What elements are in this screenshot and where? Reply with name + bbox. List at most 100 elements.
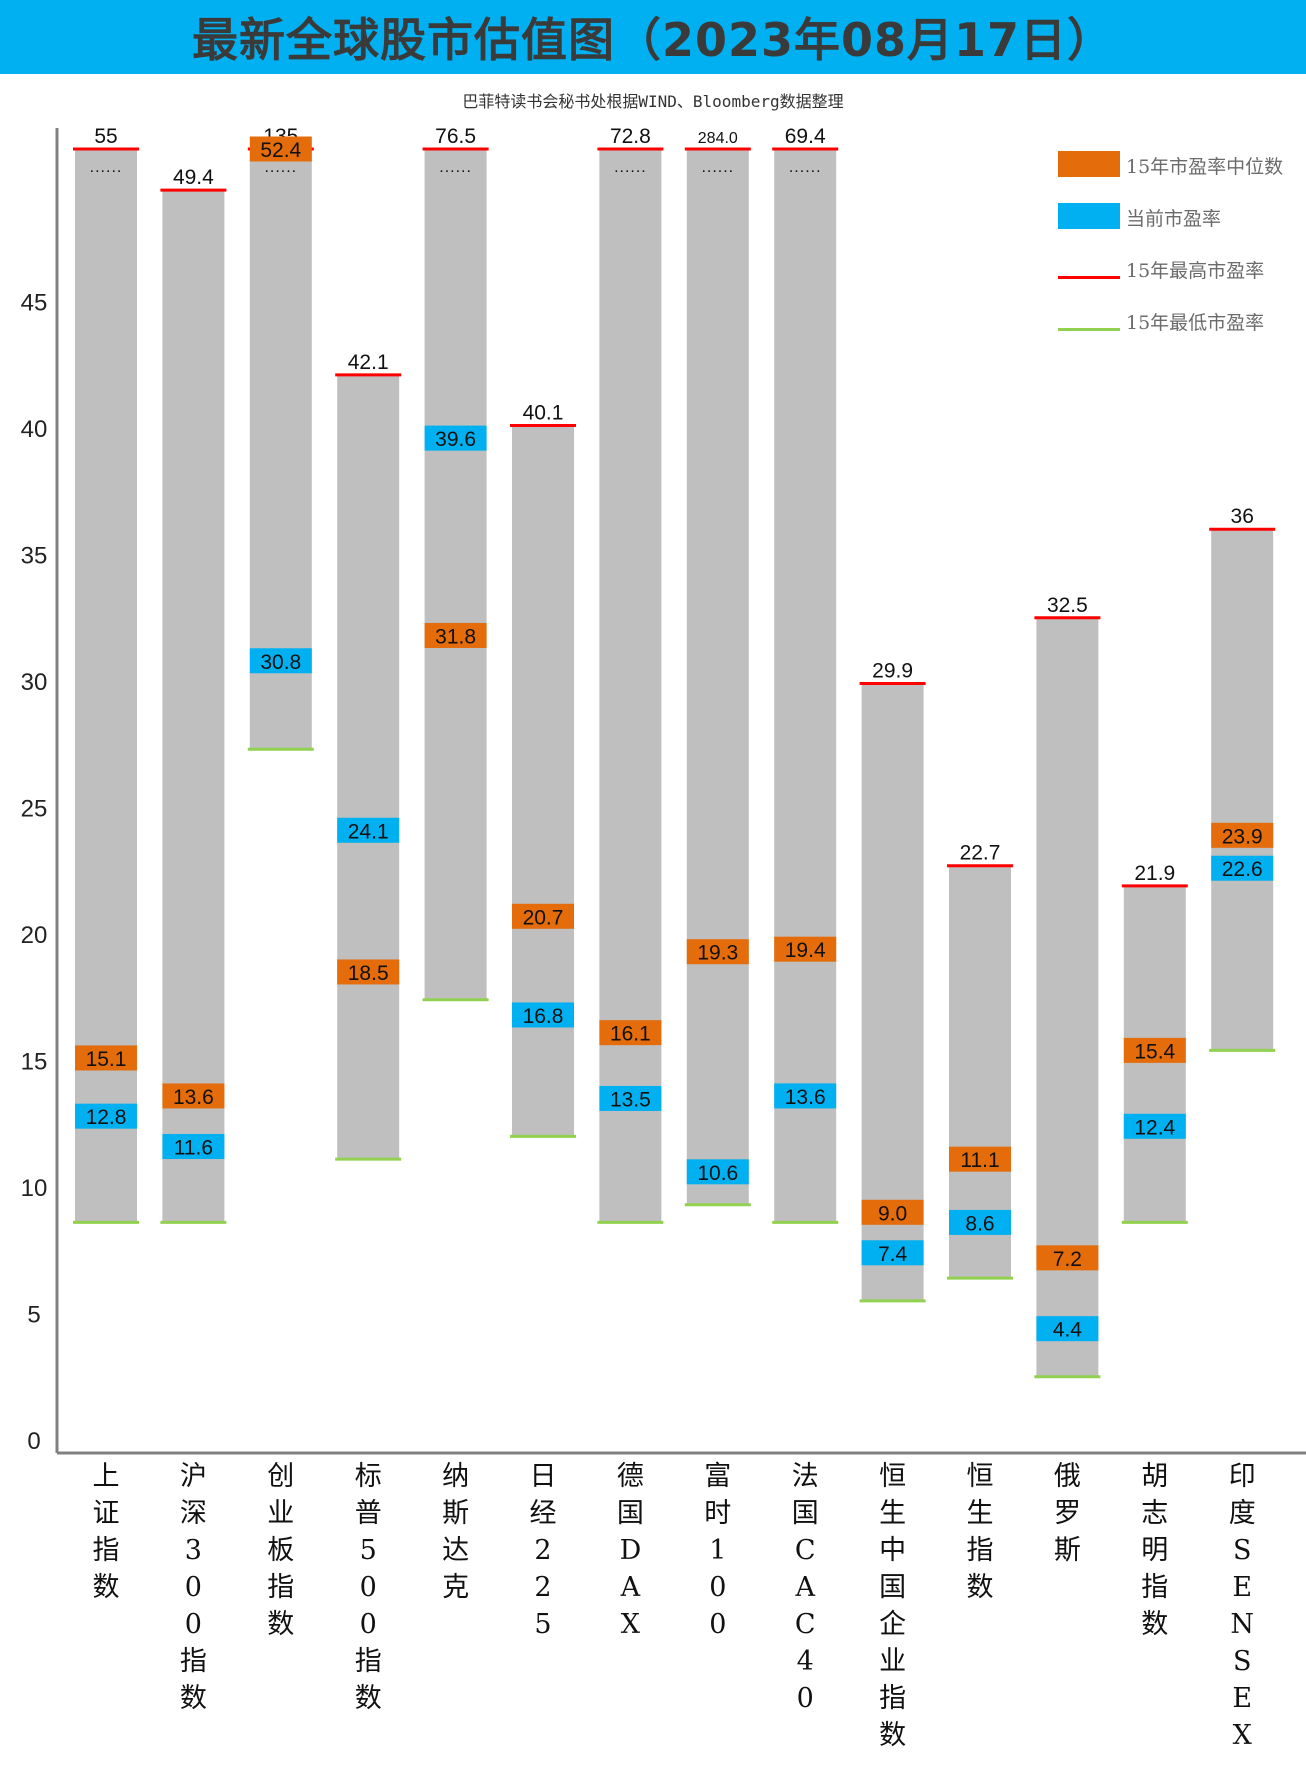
current-marker-label: 16.8: [523, 1005, 564, 1028]
high-value-label: 49.4: [173, 166, 214, 189]
median-marker-label: 7.2: [1053, 1248, 1082, 1271]
y-tick-label: 25: [21, 796, 48, 823]
category-label: 沪深300指数: [179, 1461, 207, 1714]
range-bar: [599, 149, 662, 1223]
current-marker: [774, 1083, 837, 1109]
range-bar: [512, 425, 574, 1137]
y-tick-label: 35: [21, 543, 48, 570]
legend-label-high: 15年最高市盈率: [1126, 260, 1265, 282]
legend-swatch-high: [1058, 276, 1120, 279]
median-marker-label: 13.6: [173, 1086, 214, 1109]
median-marker-label: 20.7: [523, 906, 564, 929]
category-label: 法国CAC40: [791, 1461, 819, 1714]
axis-break-marker: ......: [701, 159, 734, 176]
current-marker: [686, 1159, 749, 1185]
range-bar: [337, 374, 400, 1160]
median-marker-label: 15.1: [86, 1048, 127, 1071]
y-tick-label: 45: [21, 290, 48, 317]
category-label: 标普500指数: [354, 1461, 382, 1714]
median-marker-label: 52.4: [260, 139, 301, 162]
median-marker: [949, 1146, 1011, 1172]
median-marker-label: 9.0: [878, 1202, 907, 1225]
median-marker: [1123, 1037, 1186, 1063]
legend-label-current: 当前市盈率: [1126, 208, 1222, 230]
category-label: 恒生中国企业指数: [879, 1461, 907, 1751]
range-bar: [949, 865, 1011, 1279]
current-marker-label: 12.8: [86, 1106, 127, 1129]
current-marker-label: 24.1: [348, 820, 389, 843]
median-marker-label: 19.4: [785, 939, 826, 962]
title-bar: 最新全球股市估值图（2023年08月17日）: [0, 0, 1306, 74]
current-marker: [337, 817, 400, 843]
category-label: 上证指数: [92, 1461, 120, 1603]
current-marker: [1211, 855, 1274, 881]
legend-swatch-current: [1058, 203, 1120, 229]
range-bar: [75, 149, 137, 1223]
current-marker-label: 30.8: [260, 651, 301, 674]
current-marker-label: 13.6: [785, 1086, 826, 1109]
high-value-label: 72.8: [610, 125, 651, 148]
current-marker-label: 4.4: [1053, 1319, 1083, 1342]
category-label: 德国DAX: [616, 1461, 644, 1640]
current-marker: [249, 648, 312, 674]
category-label: 创业板指数: [267, 1461, 295, 1640]
current-marker-label: 39.6: [435, 428, 476, 451]
median-marker: [512, 903, 574, 929]
high-value-label: 22.7: [960, 842, 1001, 865]
chart-subtitle: 巴菲特读书会秘书处根据WIND、Bloomberg数据整理: [462, 92, 844, 111]
median-marker-label: 11.1: [960, 1149, 999, 1172]
high-value-label: 40.1: [523, 401, 564, 424]
median-marker: [1211, 822, 1274, 848]
y-tick-label: 5: [27, 1302, 40, 1329]
current-marker-label: 13.5: [610, 1088, 651, 1111]
high-value-label: 29.9: [872, 660, 913, 683]
y-tick-label: 20: [21, 922, 48, 949]
median-marker: [774, 936, 837, 962]
median-marker: [337, 959, 400, 985]
y-tick-label: 30: [21, 669, 48, 696]
current-marker-label: 22.6: [1222, 858, 1263, 881]
axis-break-marker: ......: [439, 159, 472, 176]
category-label: 富时100: [704, 1461, 732, 1640]
range-bar: [686, 149, 749, 1205]
current-marker-label: 12.4: [1134, 1116, 1175, 1139]
chart-title: 最新全球股市估值图（2023年08月17日）: [191, 13, 1115, 67]
high-value-label: 42.1: [348, 351, 389, 374]
axis-break-marker: ......: [614, 159, 647, 176]
y-tick-label: 40: [21, 416, 48, 443]
current-marker: [512, 1002, 574, 1028]
median-marker: [861, 1199, 924, 1225]
current-marker: [75, 1103, 137, 1129]
legend-label-low: 15年最低市盈率: [1126, 312, 1265, 334]
current-marker-label: 10.6: [697, 1162, 738, 1185]
category-label: 俄罗斯: [1053, 1461, 1081, 1566]
current-marker: [1036, 1316, 1099, 1342]
axis-break-marker: ......: [264, 159, 297, 176]
median-marker: [1036, 1245, 1099, 1271]
median-marker-label: 16.1: [610, 1023, 651, 1046]
current-marker: [1123, 1113, 1186, 1139]
median-marker: [424, 622, 487, 648]
high-value-label: 69.4: [785, 125, 826, 148]
y-tick-label: 10: [21, 1175, 48, 1202]
current-marker: [949, 1209, 1011, 1235]
category-label: 日经225: [529, 1461, 557, 1640]
high-value-label: 36: [1231, 505, 1254, 528]
category-label: 恒生指数: [966, 1461, 994, 1603]
median-marker: [599, 1020, 662, 1046]
category-label: 印度SENSEX: [1228, 1461, 1256, 1751]
median-marker: [686, 939, 749, 965]
current-marker: [162, 1134, 225, 1160]
range-bar: [162, 190, 225, 1223]
range-bar: [1211, 529, 1274, 1051]
legend-swatch-median: [1058, 151, 1120, 177]
high-value-label: 55: [94, 125, 117, 148]
category-label: 胡志明指数: [1141, 1461, 1169, 1640]
current-marker: [599, 1085, 662, 1111]
high-value-label: 21.9: [1134, 862, 1175, 885]
y-tick-label: 0: [27, 1428, 40, 1455]
legend-swatch-low: [1058, 328, 1120, 331]
median-marker-label: 18.5: [348, 962, 389, 985]
legend-label-median: 15年市盈率中位数: [1126, 156, 1284, 178]
